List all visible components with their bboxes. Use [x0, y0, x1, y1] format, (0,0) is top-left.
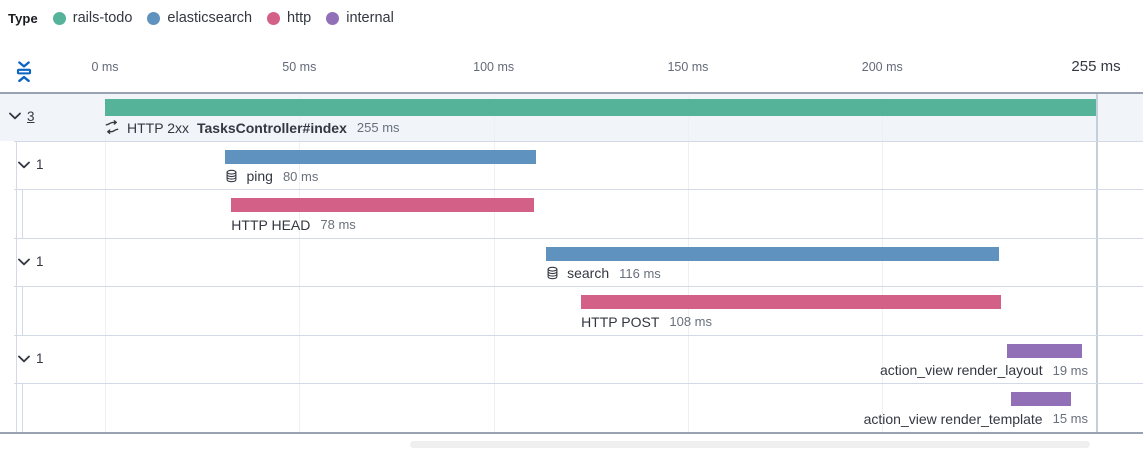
span-duration: 78 ms [320, 217, 356, 232]
axis-tick-100: 100 ms [473, 60, 515, 74]
chevron-down-icon [18, 355, 30, 362]
row-separator [14, 383, 1143, 384]
chevron-down-icon [18, 258, 30, 265]
horizontal-scrollbar-thumb[interactable] [410, 441, 1090, 448]
span-duration: 80 ms [282, 168, 319, 184]
span-duration: 19 ms [1052, 362, 1088, 378]
legend-item-elasticsearch[interactable]: elasticsearch [147, 10, 252, 26]
waterfall-bar-span-search[interactable] [546, 246, 999, 261]
chart-bottom-border [0, 431, 1143, 434]
legend-item-label: rails-todo [72, 10, 133, 26]
trace-end-line [1096, 94, 1098, 432]
waterfall-chart: 3 HTTP 2xx TasksController#index 255 ms 1 pin… [0, 92, 1143, 434]
waterfall-bar-span-ping[interactable] [225, 149, 537, 164]
row-separator [14, 140, 1143, 142]
legend-dot-icon [147, 11, 161, 25]
waterfall-bar-span-render-template[interactable] [1010, 392, 1071, 406]
chevron-down-icon [9, 112, 21, 120]
expand-toggle-span-search[interactable]: 1 [18, 252, 44, 272]
child-count: 3 [27, 108, 35, 124]
span-name: HTTP HEAD [231, 216, 311, 233]
span-name: HTTP POST [581, 313, 660, 330]
chart-top-border [0, 92, 1143, 94]
timeline-gridline-200 [882, 94, 884, 432]
span-name: action_view render_layout [879, 362, 1043, 378]
fold-timeline-icon [16, 61, 32, 83]
legend-dot-icon [267, 11, 281, 25]
database-icon [546, 266, 559, 280]
timeline-gridline-0 [105, 94, 106, 432]
row-separator [14, 334, 1143, 336]
axis-tick-200: 200 ms [861, 60, 903, 74]
bar-label-span-http-head: HTTP HEAD 78 ms [231, 215, 356, 234]
legend-dot-icon [52, 11, 66, 25]
row-separator [14, 189, 1143, 190]
span-name: ping [246, 168, 273, 184]
row-separator [14, 286, 1143, 287]
database-icon [227, 169, 237, 183]
indent-guide-level2 [22, 189, 23, 238]
fold-timeline-button[interactable] [11, 58, 37, 86]
row-separator [14, 237, 1143, 239]
axis-tick-150: 150 ms [667, 60, 709, 74]
span-duration: 108 ms [669, 314, 713, 329]
legend-item-label: elasticsearch [167, 10, 253, 26]
waterfall-bar-span-render-layout[interactable] [1006, 343, 1083, 358]
bar-label-span-search: search 116 ms [546, 264, 661, 283]
span-duration: 15 ms [1052, 411, 1088, 426]
axis-tick-end: 255 ms [1071, 58, 1121, 75]
span-name: TasksController#index [196, 119, 347, 136]
database-icon [225, 169, 238, 183]
type-legend: Type rails-todo elasticsearch http internal [8, 10, 394, 26]
legend-item-internal[interactable]: internal [326, 10, 394, 26]
legend-item-label: http [287, 10, 312, 26]
axis-tick-0: 0 ms [91, 60, 119, 74]
timeline-gridline-150 [687, 94, 689, 432]
span-duration: 116 ms [619, 265, 661, 281]
indent-guide-level2 [22, 286, 23, 335]
waterfall-bar-span-http-head[interactable] [231, 198, 535, 212]
child-count: 1 [36, 254, 44, 270]
span-prefix: HTTP 2xx [127, 119, 189, 136]
database-icon [547, 266, 558, 280]
expand-toggle-span-render-layout[interactable]: 1 [18, 349, 44, 369]
bar-label-span-http-post: HTTP POST 108 ms [581, 312, 712, 331]
legend-dot-icon [326, 11, 340, 25]
span-name: action_view render_template [863, 410, 1043, 427]
legend-title: Type [8, 10, 38, 26]
bar-label-transaction-taskscontroller-index: HTTP 2xx TasksController#index 255 ms [105, 118, 400, 137]
child-count: 1 [36, 351, 44, 367]
child-count: 1 [36, 157, 44, 173]
timeline-gridline-100 [493, 94, 495, 432]
legend-items: rails-todo elasticsearch http internal [52, 10, 394, 26]
merge-icon [105, 120, 119, 135]
chevron-down-icon [18, 161, 30, 168]
bar-label-span-render-template: action_view render_template 15 ms [864, 409, 1088, 428]
waterfall-bar-transaction-taskscontroller-index[interactable] [105, 99, 1096, 116]
waterfall-bar-span-http-post[interactable] [581, 295, 1001, 309]
span-name: search [567, 265, 610, 281]
span-duration: 255 ms [356, 120, 400, 135]
timeline-gridline-50 [299, 94, 301, 432]
expand-toggle-span-ping[interactable]: 1 [18, 155, 44, 175]
legend-item-label: internal [346, 10, 394, 26]
indent-guide-level2 [22, 383, 23, 432]
legend-item-rails-todo[interactable]: rails-todo [52, 10, 133, 26]
axis-tick-50: 50 ms [282, 60, 317, 74]
merge-icon [105, 120, 119, 135]
bar-label-span-ping: ping 80 ms [225, 167, 318, 186]
bar-label-span-render-layout: action_view render_layout 19 ms [880, 361, 1088, 380]
legend-item-http[interactable]: http [267, 10, 311, 26]
expand-toggle-transaction-taskscontroller-index[interactable]: 3 [9, 106, 35, 126]
